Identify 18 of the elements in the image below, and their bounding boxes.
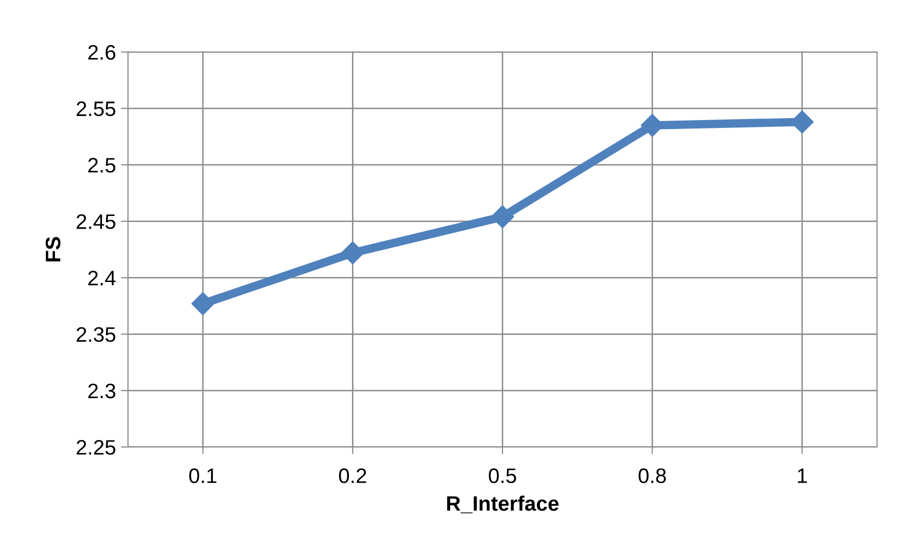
- x-tick-label: 1: [798, 468, 807, 483]
- x-axis-title: R_Interface: [447, 496, 559, 514]
- y-tick-label: 2.5: [88, 158, 116, 173]
- y-tick-label: 2.35: [76, 327, 116, 342]
- x-tick-label: 0.8: [638, 468, 666, 484]
- x-tick-label: 0.2: [339, 468, 366, 484]
- y-axis-title: FS: [46, 237, 60, 262]
- y-tick-label: 2.55: [76, 101, 116, 116]
- y-tick-label: 2.6: [88, 45, 116, 60]
- y-tick-label: 2.25: [76, 440, 116, 455]
- y-tick-label: 2.3: [88, 384, 116, 398]
- y-tick-label: 2.45: [76, 214, 116, 230]
- x-tick-label: 0.1: [189, 468, 216, 484]
- point: [491, 205, 514, 228]
- point: [191, 292, 214, 316]
- x-tick-label: 0.5: [488, 468, 516, 484]
- point: [341, 241, 364, 264]
- y-tick-label: 2.4: [88, 270, 116, 286]
